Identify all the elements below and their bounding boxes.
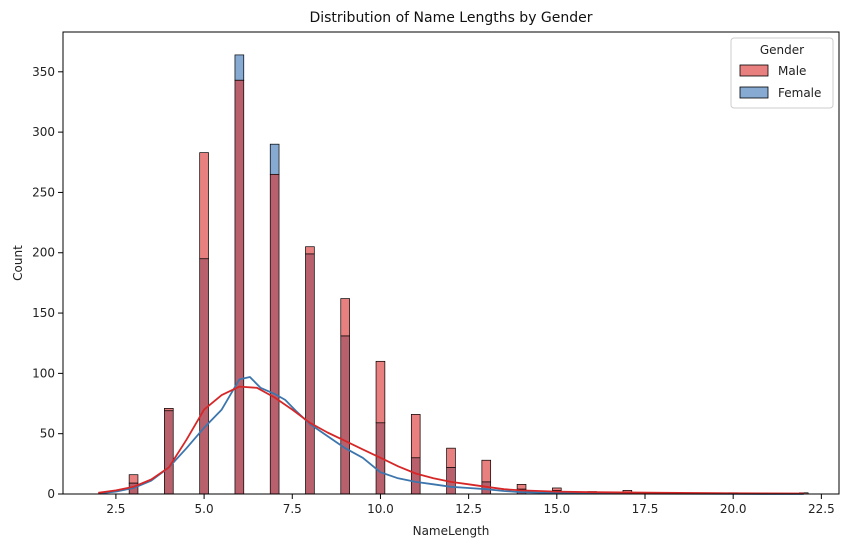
x-tick-label: 20.0 [720,502,747,516]
x-tick-label: 15.0 [543,502,570,516]
kde-line-male [98,385,804,495]
bars-layer [128,54,809,495]
y-tick-label: 250 [32,185,55,199]
bar-male-x13 [481,459,492,483]
y-tick-label: 0 [47,487,55,501]
y-tick-label: 200 [32,246,55,260]
bar-overlap-x6 [234,79,245,495]
x-tick-label: 7.5 [283,502,302,516]
bar-male-x8 [305,246,315,255]
bar-male-x15 [552,487,562,491]
legend-label-male: Male [778,64,806,78]
y-axis-ticks: 0 50 100 150 200 250 300 350 [32,65,63,501]
bar-overlap-x7 [269,173,280,495]
bar-male-x10 [375,360,386,424]
bar-male-x12 [446,447,456,468]
kde-line-female [98,376,804,495]
kde-layer [98,376,804,495]
bar-male-x9 [340,298,350,337]
bar-overlap-x5 [199,258,209,495]
bar-overlap-x9 [340,335,350,495]
bar-overlap-x4 [164,410,174,495]
y-tick-label: 350 [32,65,55,79]
bar-male-x4 [164,408,174,412]
x-axis-ticks: 2.5 5.0 7.5 10.0 12.5 15.0 17.5 20.0 22.5 [106,494,835,516]
bar-male-x5 [199,152,209,260]
y-tick-label: 300 [32,125,55,139]
x-tick-label: 2.5 [106,502,125,516]
y-tick-label: 100 [32,366,55,380]
bar-male-x14 [516,483,527,490]
legend-label-female: Female [778,86,821,100]
x-tick-label: 10.0 [367,502,394,516]
x-tick-label: 22.5 [808,502,835,516]
y-tick-label: 50 [40,427,55,441]
legend-swatch-female [739,86,769,99]
x-tick-label: 12.5 [455,502,482,516]
bar-female-x6 [234,54,245,81]
chart-title: Distribution of Name Lengths by Gender [309,10,592,26]
bar-male-x3 [128,474,139,484]
bar-overlap-x11 [410,457,421,495]
x-tick-label: 17.5 [632,502,659,516]
plot-frame [62,31,840,495]
y-tick-label: 150 [32,306,55,320]
legend: Gender Male Female [730,37,834,109]
bar-overlap-x8 [305,253,315,495]
y-axis-label: Count [11,245,25,281]
bar-female-x7 [269,143,280,175]
x-axis-label: NameLength [413,524,490,538]
legend-swatch-male [739,64,769,77]
x-tick-label: 5.0 [195,502,214,516]
legend-title: Gender [760,43,804,57]
bar-male-x11 [410,414,421,459]
